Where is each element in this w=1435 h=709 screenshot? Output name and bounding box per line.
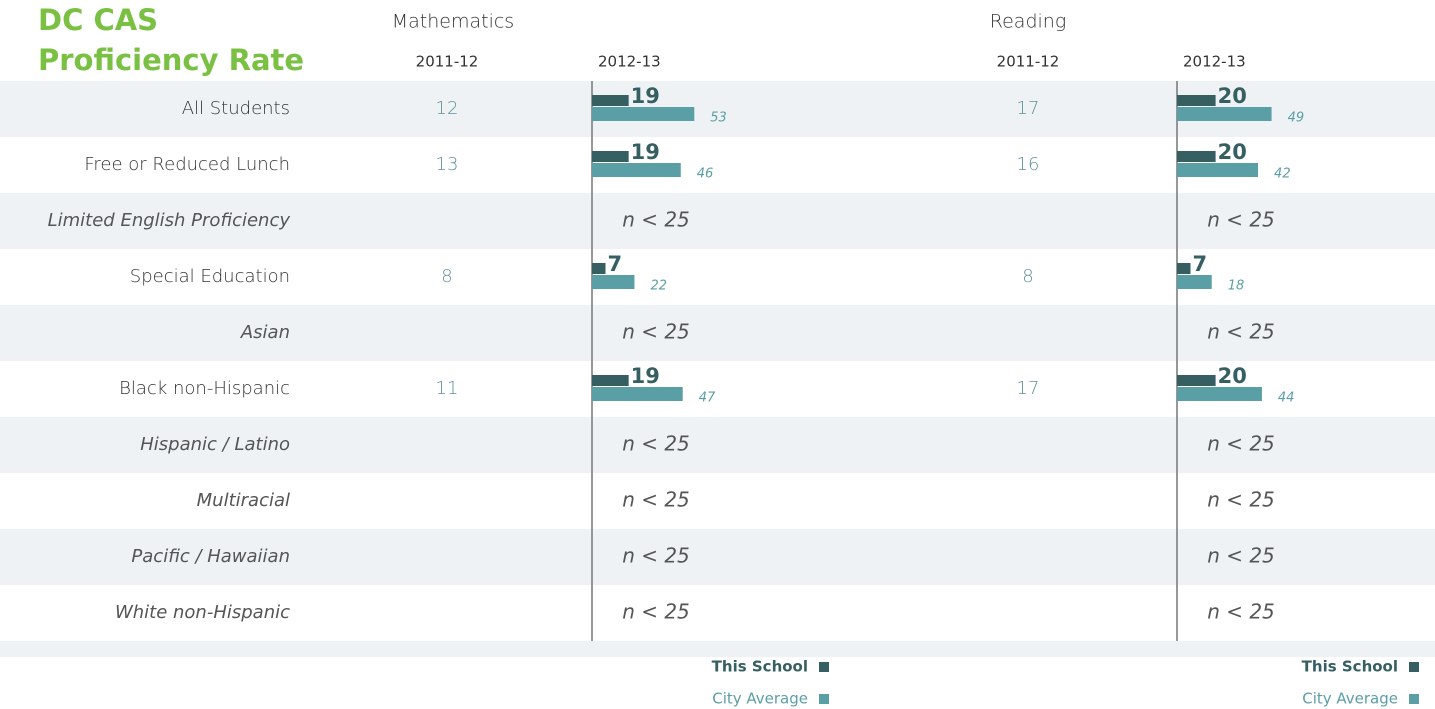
prior-year-value: 8 (1022, 266, 1033, 287)
school-value: 20 (1218, 140, 1247, 164)
prior-year-value: 13 (436, 154, 459, 175)
city-value: 22 (650, 279, 667, 294)
row-label: Asian (240, 322, 290, 343)
city-value: 53 (710, 111, 727, 126)
suppressed-note: n < 25 (1207, 600, 1275, 624)
city-value: 18 (1228, 279, 1245, 294)
school-value: 19 (631, 84, 660, 108)
legend-swatch (819, 694, 829, 704)
city-bar (592, 163, 681, 177)
city-value: 49 (1288, 111, 1305, 126)
row-label: Free or Reduced Lunch (84, 154, 290, 175)
row-stripe (0, 305, 1435, 361)
prior-year-value: 12 (436, 98, 459, 119)
school-bar (1177, 151, 1216, 162)
row-stripe (0, 417, 1435, 473)
prior-year-value: 17 (1017, 378, 1040, 399)
legend-label: City Average (712, 690, 808, 708)
school-value: 19 (631, 364, 660, 388)
suppressed-note: n < 25 (1207, 488, 1275, 512)
suppressed-note: n < 25 (622, 488, 690, 512)
school-value: 19 (631, 140, 660, 164)
city-bar (592, 107, 695, 121)
city-bar (592, 275, 635, 289)
legend-label: This School (712, 658, 808, 676)
city-value: 47 (699, 391, 716, 406)
year-header: 2011-12 (997, 53, 1060, 71)
row-label: Special Education (130, 266, 290, 287)
row-stripe (0, 193, 1435, 249)
city-value: 42 (1274, 167, 1291, 182)
chart-title: Proficiency Rate (38, 43, 304, 77)
prior-year-value: 16 (1017, 154, 1040, 175)
city-bar (1177, 107, 1272, 121)
legend-label: This School (1302, 658, 1398, 676)
school-bar (592, 375, 629, 386)
row-label: Multiracial (197, 490, 290, 511)
suppressed-note: n < 25 (622, 320, 690, 344)
year-header: 2011-12 (416, 53, 479, 71)
row-label: Limited English Proficiency (48, 210, 291, 231)
city-bar (1177, 387, 1262, 401)
prior-year-value: 11 (436, 378, 459, 399)
school-value: 20 (1218, 84, 1247, 108)
suppressed-note: n < 25 (1207, 208, 1275, 232)
city-bar (1177, 275, 1212, 289)
subject-title: Mathematics (392, 11, 514, 33)
city-bar (592, 387, 683, 401)
row-label: White non-Hispanic (115, 602, 290, 623)
row-label: Pacific / Hawaiian (131, 546, 290, 567)
legend-swatch (819, 662, 829, 672)
suppressed-note: n < 25 (622, 600, 690, 624)
city-value: 44 (1278, 391, 1295, 406)
year-header: 2012-13 (598, 53, 661, 71)
suppressed-note: n < 25 (1207, 544, 1275, 568)
school-value: 7 (1193, 252, 1208, 276)
legend-label: City Average (1302, 690, 1398, 708)
prior-year-value: 17 (1017, 98, 1040, 119)
school-bar (1177, 95, 1216, 106)
suppressed-note: n < 25 (622, 432, 690, 456)
suppressed-note: n < 25 (622, 544, 690, 568)
suppressed-note: n < 25 (622, 208, 690, 232)
school-bar (592, 263, 606, 274)
row-label: Black non-Hispanic (119, 378, 290, 399)
row-label: All Students (182, 98, 290, 119)
suppressed-note: n < 25 (1207, 432, 1275, 456)
year-header: 2012-13 (1183, 53, 1246, 71)
city-value: 46 (697, 167, 714, 182)
school-bar (592, 95, 629, 106)
row-stripe (0, 529, 1435, 585)
chart-title: DC CAS (38, 3, 158, 37)
school-value: 7 (608, 252, 623, 276)
legend-swatch (1409, 662, 1419, 672)
row-stripe (0, 641, 1435, 657)
school-bar (1177, 375, 1216, 386)
school-bar (1177, 263, 1191, 274)
school-value: 20 (1218, 364, 1247, 388)
city-bar (1177, 163, 1259, 177)
legend-swatch (1409, 694, 1419, 704)
row-label: Hispanic / Latino (140, 434, 290, 455)
subject-title: Reading (990, 11, 1066, 33)
school-bar (592, 151, 629, 162)
suppressed-note: n < 25 (1207, 320, 1275, 344)
prior-year-value: 8 (441, 266, 452, 287)
